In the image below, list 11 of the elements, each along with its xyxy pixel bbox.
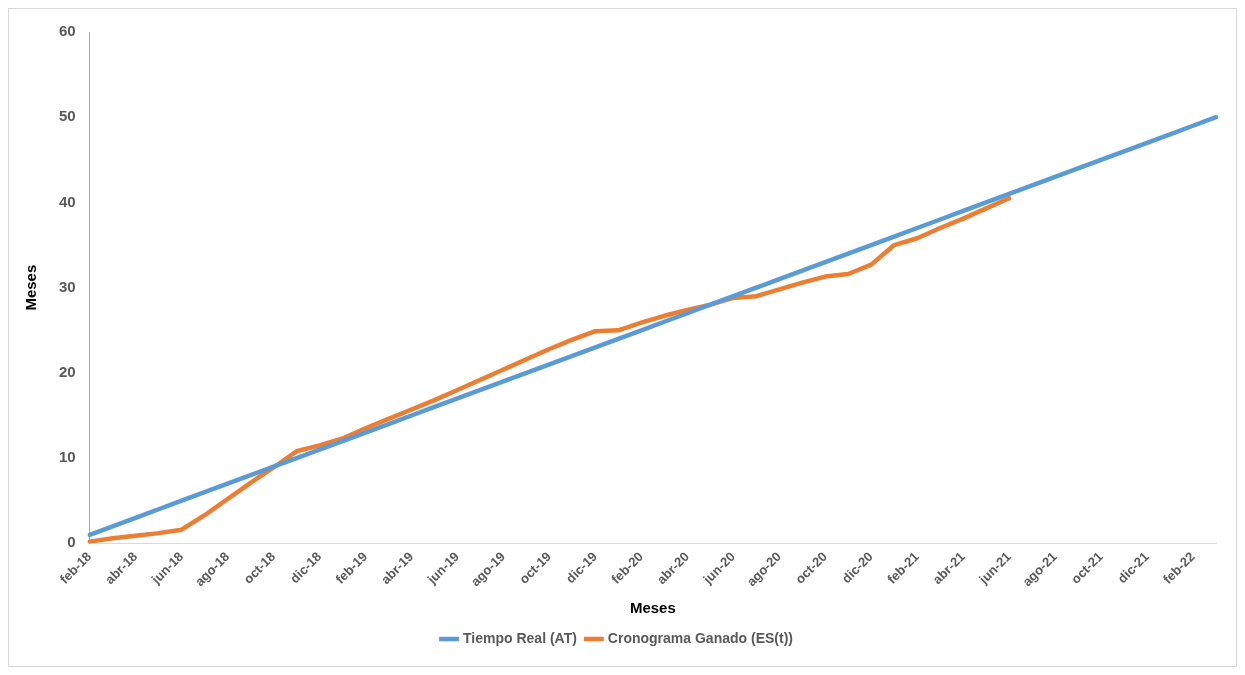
y-tick-label: 30 xyxy=(59,277,76,295)
y-tick-label: 0 xyxy=(67,533,76,551)
y-tick-label: 60 xyxy=(59,22,76,40)
legend-label: Tiempo Real (AT) xyxy=(463,629,577,646)
y-tick-label: 20 xyxy=(59,363,76,381)
y-tick-label: 40 xyxy=(59,192,76,210)
x-axis-title: Meses xyxy=(629,599,676,617)
y-tick-label: 10 xyxy=(59,448,76,466)
y-axis-title: Meses xyxy=(22,264,40,311)
legend-label: Cronograma Ganado (ES(t)) xyxy=(607,629,793,646)
y-tick-label: 50 xyxy=(59,107,76,125)
